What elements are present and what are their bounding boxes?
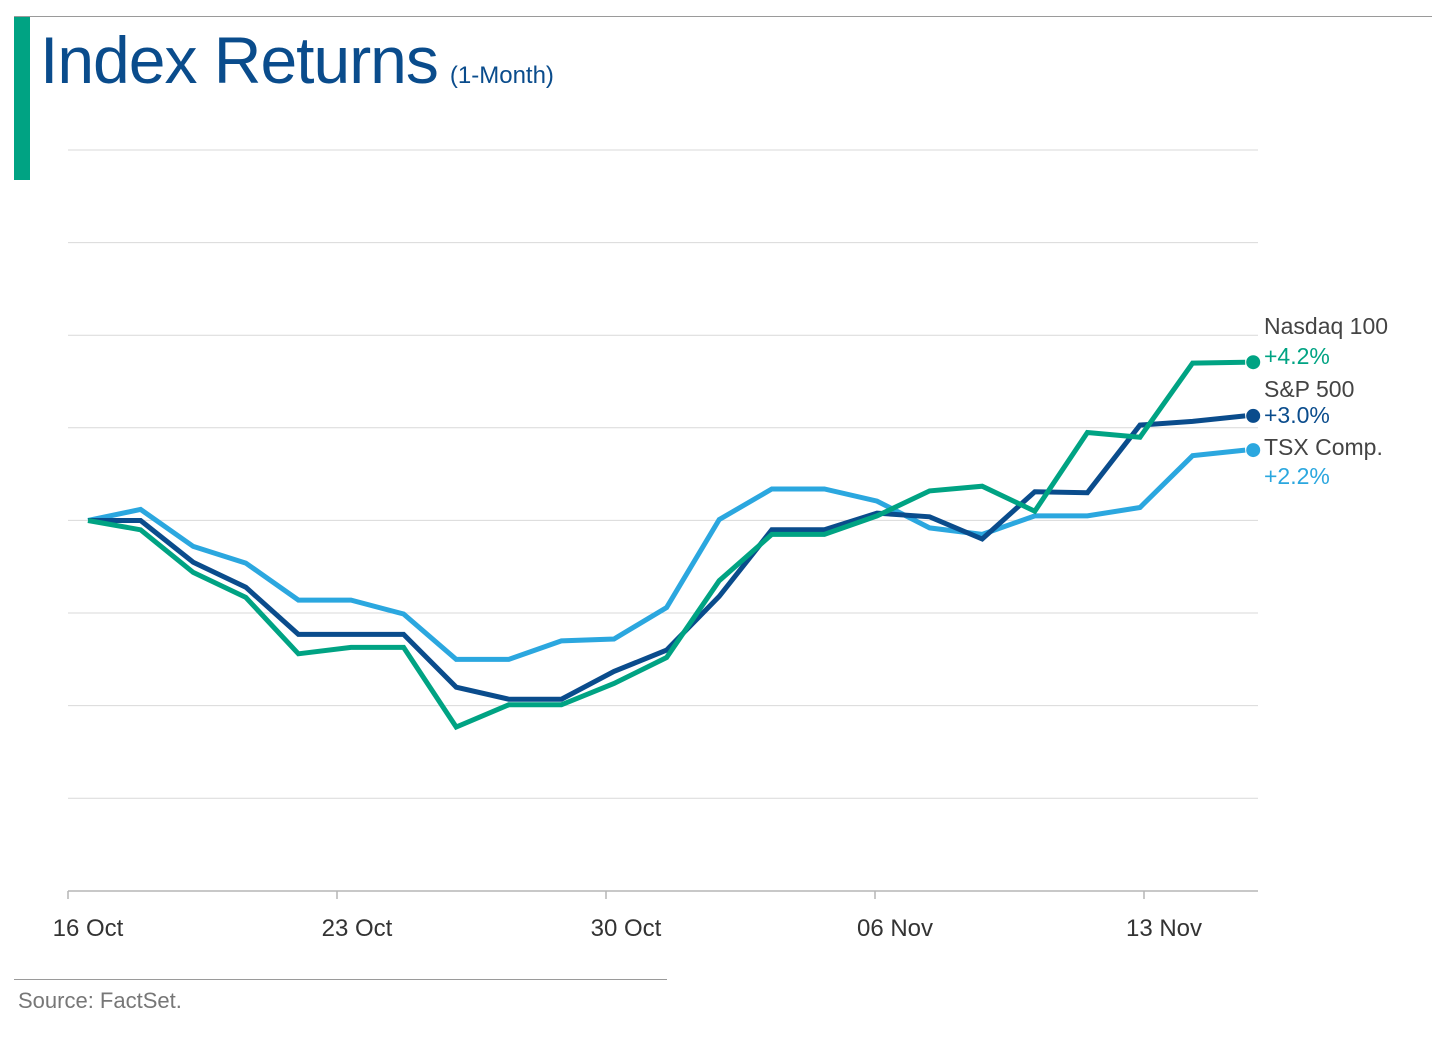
source-note: Source: FactSet. bbox=[18, 988, 182, 1013]
gridlines bbox=[68, 149, 1258, 799]
chart-subtitle: (1-Month) bbox=[449, 62, 554, 89]
series-value-label: +4.2% bbox=[1264, 343, 1330, 369]
series-name-label: Nasdaq 100 bbox=[1264, 313, 1388, 339]
x-tick-label: 06 Nov bbox=[857, 915, 933, 942]
x-tick-label: 16 Oct bbox=[53, 915, 124, 942]
accent-bar bbox=[14, 17, 30, 180]
series-value-label: +2.2% bbox=[1264, 463, 1330, 489]
chart-header: Index Returns (1-Month) bbox=[40, 22, 554, 98]
series-name-label: S&P 500 bbox=[1264, 376, 1354, 402]
x-tick-label: 30 Oct bbox=[591, 915, 662, 942]
series-line bbox=[87, 359, 1246, 731]
series-end-marker bbox=[1246, 443, 1261, 458]
series-name-label: TSX Comp. bbox=[1264, 434, 1383, 460]
series-end-marker bbox=[1246, 408, 1261, 423]
series-line bbox=[87, 447, 1246, 662]
top-rule bbox=[14, 16, 1432, 17]
source-rule bbox=[14, 979, 667, 980]
x-tick-label: 23 Oct bbox=[322, 915, 393, 942]
series-end-marker bbox=[1246, 355, 1261, 370]
chart-title: Index Returns bbox=[40, 23, 439, 97]
x-tick-label: 13 Nov bbox=[1126, 915, 1202, 942]
series-line bbox=[88, 413, 1246, 702]
series-value-label: +3.0% bbox=[1264, 402, 1330, 428]
